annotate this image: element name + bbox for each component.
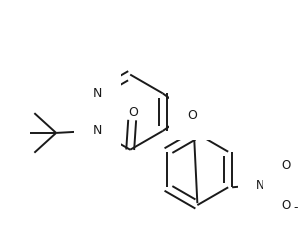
Text: Cl: Cl xyxy=(193,103,206,116)
Text: N: N xyxy=(93,87,102,100)
Text: O: O xyxy=(128,106,138,119)
Text: N: N xyxy=(255,179,264,192)
Text: N: N xyxy=(93,124,102,137)
Text: -: - xyxy=(293,201,298,214)
Text: +: + xyxy=(263,173,271,183)
Text: O: O xyxy=(281,199,290,212)
Text: O: O xyxy=(187,109,197,122)
Text: O: O xyxy=(281,159,290,172)
